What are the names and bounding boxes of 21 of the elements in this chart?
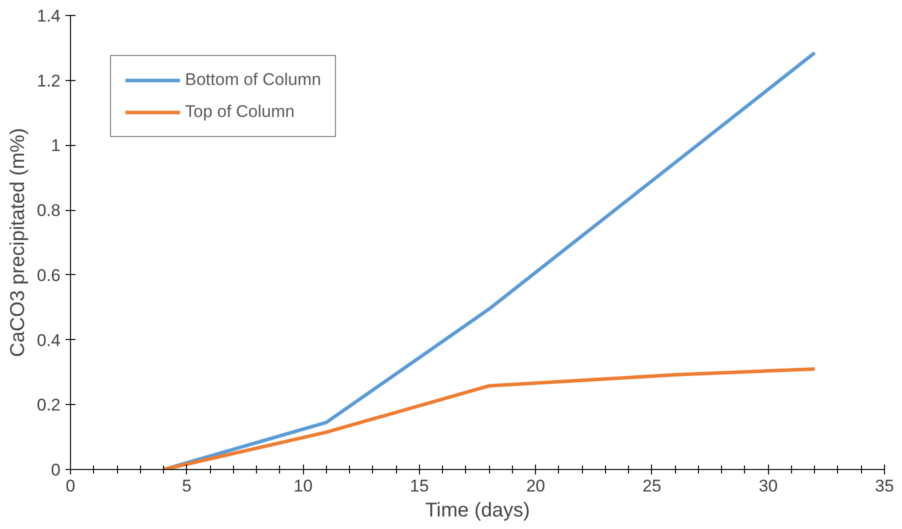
- y-tick-label: 0.2: [36, 396, 61, 415]
- x-tick-label: 10: [294, 476, 313, 496]
- x-axis-title: Time (days): [425, 500, 530, 522]
- x-tick-label: 35: [875, 476, 894, 496]
- y-tick-label: 1.2: [36, 71, 61, 90]
- legend-label: Top of Column: [185, 102, 295, 122]
- line-series: [162, 367, 816, 470]
- x-tick-label: 5: [182, 476, 192, 496]
- y-tick-label: 0.8: [36, 201, 61, 220]
- legend-label: Bottom of Column: [185, 70, 322, 90]
- x-tick-label: 20: [526, 476, 546, 496]
- x-tick-label: 25: [642, 476, 662, 496]
- y-tick-label: 0.6: [36, 266, 61, 285]
- y-tick-label: 0.4: [36, 330, 61, 350]
- y-tick-label: 0: [51, 460, 61, 480]
- y-tick-label: 1: [51, 136, 61, 156]
- y-tick-label: 1.4: [36, 6, 61, 26]
- x-tick-label: 15: [410, 476, 429, 496]
- x-tick-label: 0: [66, 476, 76, 496]
- x-tick-label: 30: [758, 476, 778, 496]
- y-axis-title: CaCO3 precipitated (m%): [6, 128, 29, 357]
